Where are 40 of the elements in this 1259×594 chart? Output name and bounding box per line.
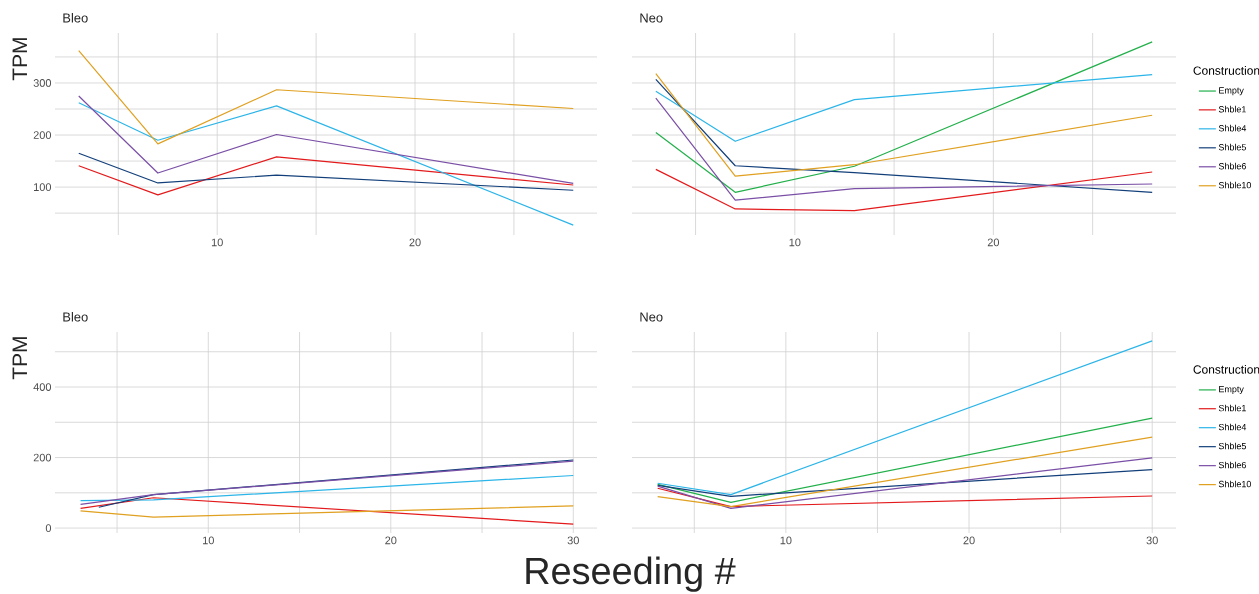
- legend-label: Shble4: [1218, 124, 1247, 132]
- x-axis-title: Reseeding #: [526, 556, 736, 592]
- x-tick-label: 10: [203, 536, 214, 545]
- chart-title: Bleo: [63, 311, 88, 322]
- legend-label: Shble6: [1218, 461, 1246, 469]
- legend-label: Shble1: [1218, 105, 1246, 113]
- x-tick-label: 10: [211, 238, 223, 247]
- legend-label: Empty: [1219, 386, 1244, 395]
- y-axis-title: TPM: [12, 337, 27, 380]
- legend-label: Shble10: [1218, 181, 1251, 189]
- y-tick-label: 0: [45, 524, 52, 532]
- x-tick-label: 10: [789, 238, 801, 247]
- y-tick-label: 200: [33, 453, 52, 462]
- legend-label: Shble5: [1218, 442, 1246, 450]
- legend-label: Shble4: [1218, 423, 1247, 431]
- legend-title: Construction: [1193, 364, 1259, 374]
- y-tick-label: 200: [33, 131, 52, 139]
- x-tick-label: 10: [780, 536, 792, 545]
- legend-label: Shble1: [1218, 404, 1246, 412]
- line-series: [78, 95, 574, 185]
- legend-label: Shble6: [1218, 162, 1246, 170]
- x-tick-label: 20: [963, 536, 975, 545]
- legend-label: Empty: [1219, 87, 1244, 96]
- chart-title: Neo: [640, 13, 663, 23]
- x-tick-label: 20: [385, 536, 397, 545]
- legend-label: Shble10: [1218, 480, 1251, 488]
- x-tick-label: 20: [987, 238, 1000, 247]
- x-tick-label: 30: [1146, 536, 1158, 545]
- x-tick-label: 20: [409, 238, 421, 247]
- chart-title: Bleo: [63, 12, 88, 23]
- legend-title: Construction: [1193, 66, 1259, 75]
- y-tick-label: 100: [34, 183, 52, 191]
- line-series: [78, 102, 574, 226]
- y-tick-label: 300: [33, 79, 52, 87]
- y-tick-label: 400: [33, 383, 52, 391]
- legend-label: Shble5: [1218, 143, 1246, 151]
- chart-title: Neo: [640, 312, 663, 322]
- line-series: [78, 50, 574, 145]
- y-axis-title: TPM: [12, 38, 27, 81]
- x-tick-label: 30: [567, 536, 579, 545]
